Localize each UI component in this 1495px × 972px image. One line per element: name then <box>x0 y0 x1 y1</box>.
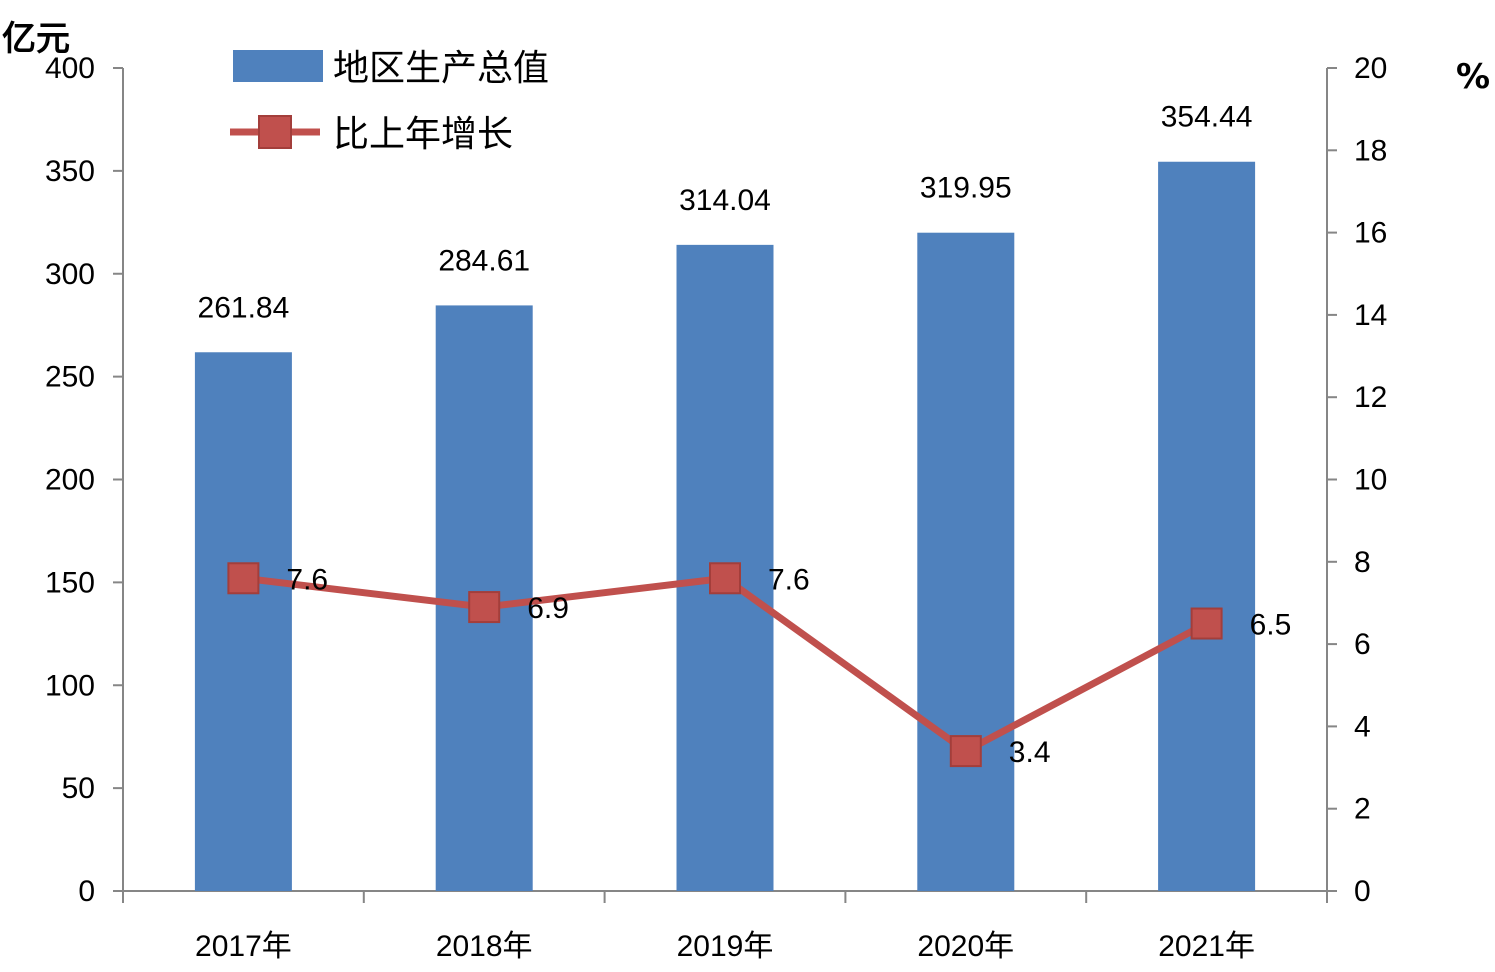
right-y-tick-label: 10 <box>1354 464 1387 497</box>
bar-value-label: 314.04 <box>679 184 771 217</box>
right-y-tick-label: 18 <box>1354 134 1387 167</box>
bar-value-label: 284.61 <box>438 244 530 277</box>
line-value-label: 6.9 <box>527 592 569 625</box>
bars-layer <box>194 161 1256 892</box>
line-marker <box>949 735 982 768</box>
x-tick-label: 2020年 <box>917 930 1014 963</box>
left-y-tick-label: 350 <box>45 155 95 188</box>
line-marker <box>468 591 501 624</box>
right-y-tick-label: 4 <box>1354 710 1371 743</box>
right-y-tick-label: 6 <box>1354 628 1371 661</box>
x-tick-label: 2017年 <box>195 930 292 963</box>
left-y-tick-label: 400 <box>45 52 95 85</box>
bar <box>194 352 292 892</box>
line-value-label: 6.5 <box>1250 609 1292 642</box>
line-marker <box>1190 607 1223 640</box>
left-y-tick-label: 50 <box>62 772 95 805</box>
legend-line-label: 比上年增长 <box>333 114 513 155</box>
line-marker <box>709 562 741 595</box>
line-marker <box>227 562 260 595</box>
bar <box>1158 161 1256 892</box>
right-y-tick-label: 2 <box>1354 793 1371 826</box>
line-layer <box>227 562 1223 768</box>
left-y-tick-label: 250 <box>45 361 95 394</box>
right-y-tick-label: 12 <box>1354 381 1387 414</box>
line-value-label: 3.4 <box>1009 736 1051 769</box>
left-y-tick-label: 300 <box>45 258 95 291</box>
right-y-tick-label: 20 <box>1354 52 1387 85</box>
right-y-tick-label: 14 <box>1354 299 1387 332</box>
legend-bar-swatch <box>233 50 323 82</box>
right-y-tick-label: 16 <box>1354 217 1387 250</box>
left-axis-unit: 亿元 <box>2 19 70 59</box>
right-axis-unit: % <box>1456 57 1490 97</box>
labels-layer: 261.84 284.61 314.04 319.95 354.44 7.6 6.9 7.6 3… <box>198 101 1292 769</box>
left-y-tick-label: 150 <box>45 566 95 599</box>
legend-line-marker <box>258 115 292 149</box>
left-y-tick-label: 100 <box>45 669 95 702</box>
left-y-tick-label: 0 <box>78 875 95 908</box>
x-tick-label: 2019年 <box>677 930 774 963</box>
bar-value-label: 261.84 <box>198 291 290 324</box>
bar-value-label: 319.95 <box>920 172 1012 205</box>
line-value-label: 7.6 <box>768 563 810 596</box>
left-y-tick-label: 200 <box>45 464 95 497</box>
right-y-tick-label: 8 <box>1354 546 1371 579</box>
right-y-tick-label: 0 <box>1354 875 1371 908</box>
bar <box>917 232 1015 891</box>
legend-bar-label: 地区生产总值 <box>333 48 549 89</box>
x-tick-label: 2021年 <box>1158 930 1255 963</box>
line-value-label: 7.6 <box>286 563 328 596</box>
x-tick-label: 2018年 <box>436 930 533 963</box>
bar-value-label: 354.44 <box>1161 101 1253 134</box>
legend: 地区生产总值 比上年增长 <box>230 48 549 155</box>
